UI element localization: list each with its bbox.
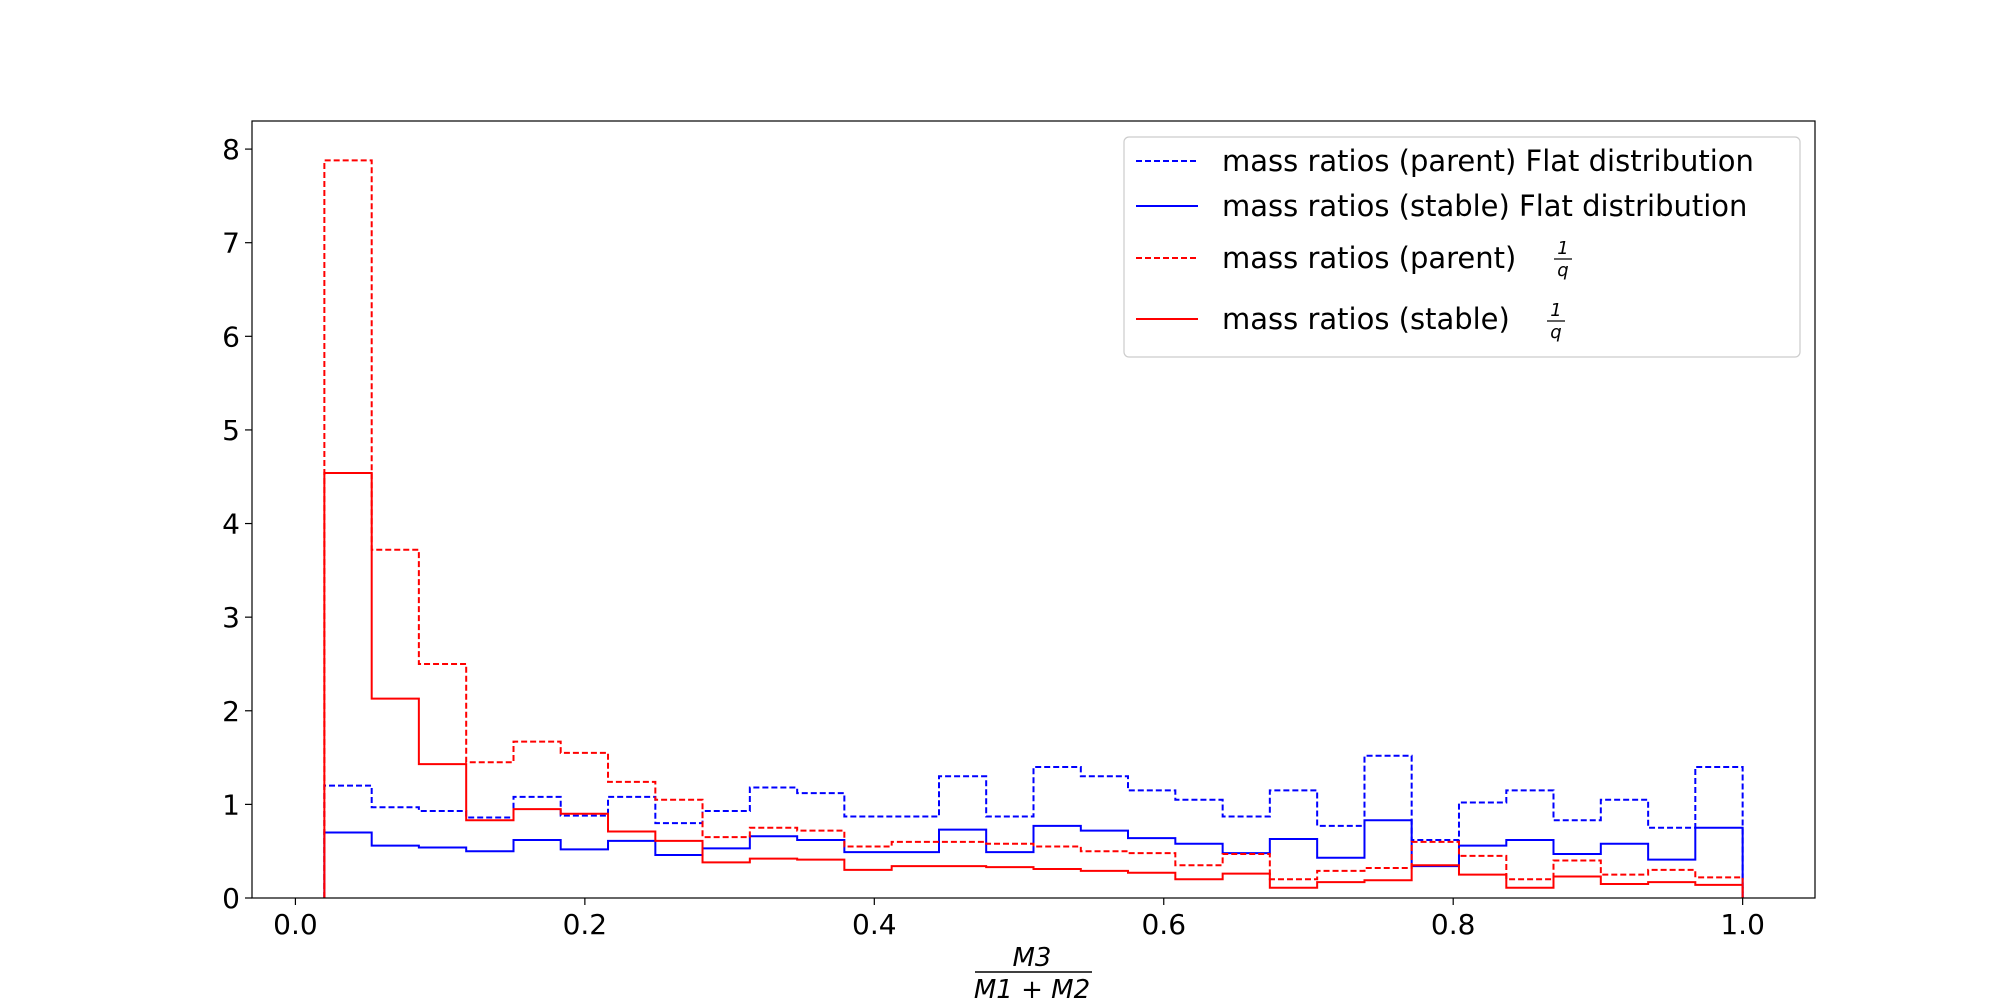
- series-line-2: [323, 159, 1744, 898]
- legend-frac-denominator: q: [1557, 260, 1568, 281]
- legend-entry-stable-flat: mass ratios (stable) Flat distribution: [1136, 189, 1747, 223]
- y-tick-label: 4: [222, 508, 240, 541]
- series-line-1: [323, 819, 1744, 898]
- x-tick-label: 0.8: [1431, 908, 1476, 941]
- y-tick-label: 0: [222, 882, 240, 915]
- x-tick-label: 0.6: [1141, 908, 1186, 941]
- y-tick-label: 2: [222, 695, 240, 728]
- x-axis-label-denominator: M1 + M2: [974, 975, 1090, 1000]
- x-axis-label: M3 M1 + M2: [974, 943, 1092, 1000]
- legend-frac-denominator: q: [1550, 322, 1561, 343]
- x-tick-label: 0.4: [852, 908, 897, 941]
- legend-entry-stable-invq: mass ratios (stable) 1 q: [1136, 300, 1565, 343]
- series-line-0: [323, 754, 1744, 898]
- legend-label: mass ratios (parent): [1222, 241, 1516, 275]
- x-tick-label: 0.0: [273, 908, 318, 941]
- y-tick-label: 7: [222, 227, 240, 260]
- legend: mass ratios (parent) Flat distribution m…: [1123, 136, 1801, 358]
- x-axis: 0.0 0.2 0.4 0.6 0.8 1.0: [273, 898, 1765, 941]
- legend-frac-numerator: 1: [1550, 300, 1561, 321]
- series-layer: [323, 159, 1744, 898]
- plot-area-frame: [251, 120, 1816, 899]
- legend-entry-parent-flat: mass ratios (parent) Flat distribution: [1136, 144, 1754, 178]
- legend-label: mass ratios (stable): [1222, 302, 1510, 336]
- legend-label: mass ratios (stable) Flat distribution: [1222, 189, 1747, 223]
- legend-frac-numerator: 1: [1557, 238, 1568, 259]
- x-axis-label-numerator: M3: [1013, 943, 1052, 973]
- x-tick-label: 0.2: [563, 908, 608, 941]
- legend-entry-parent-invq: mass ratios (parent) 1 q: [1136, 238, 1572, 281]
- y-tick-label: 1: [222, 788, 240, 821]
- y-axis: 0 1 2 3 4 5 6 7 8: [222, 133, 252, 915]
- y-tick-label: 5: [222, 414, 240, 447]
- y-tick-label: 6: [222, 320, 240, 353]
- y-tick-label: 8: [222, 133, 240, 166]
- y-tick-label: 3: [222, 601, 240, 634]
- legend-box: [1123, 136, 1801, 358]
- legend-label: mass ratios (parent) Flat distribution: [1222, 144, 1754, 178]
- series-line-3: [323, 471, 1744, 898]
- x-tick-label: 1.0: [1720, 908, 1765, 941]
